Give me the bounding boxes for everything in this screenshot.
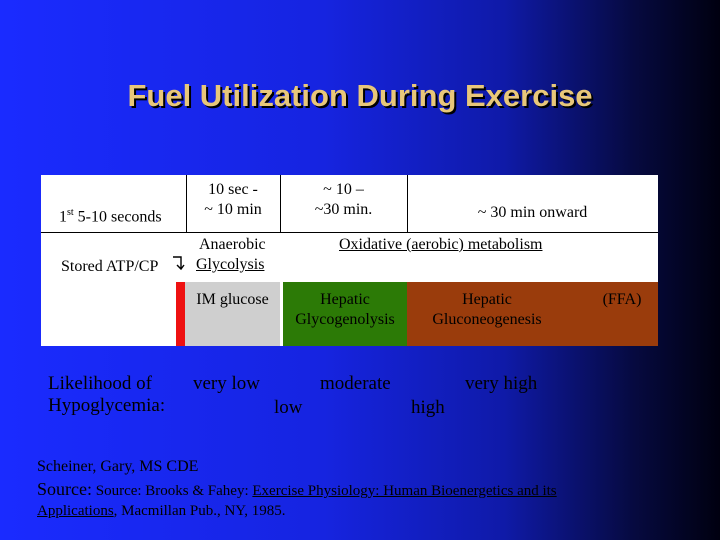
fuel-table: 1st 5-10 seconds 10 sec - ~ 10 min ~ 10 … (41, 175, 658, 346)
hepatic2-line1: Hepatic (462, 291, 512, 308)
source-pre: Source: Brooks & Fahey: (91, 483, 253, 499)
source-citation: Source: Source: Brooks & Fahey: Exercise… (37, 480, 677, 500)
header-10sec-10min: 10 sec - ~ 10 min (186, 180, 280, 220)
col1-rest: 5-10 seconds (73, 208, 162, 226)
oxidative-metabolism: Oxidative (aerobic) metabolism (339, 236, 543, 253)
hepatic1-line2: Glycogenolysis (295, 311, 395, 328)
ffa-label: (FFA) (602, 291, 642, 308)
author-credit: Scheiner, Gary, MS CDE (37, 458, 199, 475)
header-30min-onward: ~ 30 min onward (477, 204, 588, 221)
col-divider (280, 175, 281, 232)
arrow-icon (171, 253, 185, 280)
stored-atp-cp: Stored ATP/CP (61, 257, 158, 277)
row-divider (41, 232, 658, 233)
very-low: very low (193, 373, 261, 394)
source-citation-line2: Applications, Macmillan Pub., NY, 1985. (37, 502, 285, 520)
stored-label: Stored ATP/CP (61, 258, 159, 275)
im-glucose-box: IM glucose (185, 282, 280, 346)
likelihood-line1: Likelihood of (48, 373, 152, 394)
col2-line2: ~ 10 min (204, 201, 262, 218)
likelihood-line2: Hypoglycemia: (48, 395, 166, 416)
source-post: , Macmillan Pub., NY, 1985. (113, 503, 286, 519)
likelihood-label: Likelihood of Hypoglycemia: (48, 373, 165, 417)
red-bar (176, 282, 185, 346)
col3-line1: ~ 10 – (323, 181, 364, 198)
very-high: very high (465, 373, 538, 394)
col1-prefix: 1 (59, 208, 67, 226)
col2-line1: 10 sec - (208, 181, 258, 198)
col1-sup: st (67, 207, 74, 218)
source-label: Source: (37, 479, 92, 499)
hepatic2-line2: Gluconeogenesis (432, 311, 542, 328)
moderate: moderate (320, 373, 391, 394)
im-glucose-label: IM glucose (196, 291, 269, 308)
col3-line2: ~30 min. (314, 201, 373, 218)
anaerobic-glycolysis: Anaerobic Glycolysis (196, 235, 266, 275)
source-title-1: Exercise Physiology: Human Bioenergetics… (252, 483, 557, 499)
slide-title: Fuel Utilization During Exercise (127, 78, 593, 113)
col-divider (407, 175, 408, 232)
high: high (411, 397, 445, 418)
hepatic-gluconeogenesis-box: Hepatic Gluconeogenesis (FFA) (407, 282, 658, 346)
hepatic1-line1: Hepatic (320, 291, 370, 308)
col-divider (186, 175, 187, 232)
glycolysis-label: Glycolysis (196, 256, 265, 273)
anaerobic-label: Anaerobic (199, 236, 266, 253)
header-10-30min: ~ 10 – ~30 min. (280, 180, 407, 220)
low: low (274, 397, 303, 418)
hepatic-glycogenolysis-box: Hepatic Glycogenolysis (283, 282, 407, 346)
header-1st-5-10-seconds: 1st 5-10 seconds (59, 203, 189, 227)
source-title-2: Applications (37, 503, 114, 519)
